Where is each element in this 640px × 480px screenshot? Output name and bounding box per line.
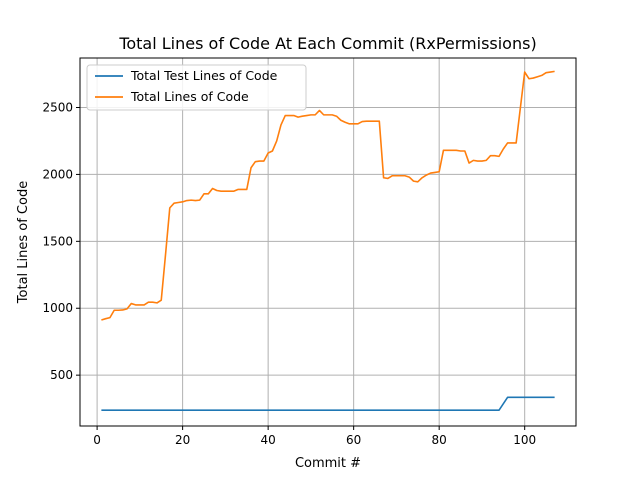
legend: Total Test Lines of Code Total Lines of C… <box>86 64 307 111</box>
series-line-1 <box>101 70 555 321</box>
x-tick-label: 0 <box>93 433 101 447</box>
plot-frame <box>79 57 577 427</box>
x-tick-label: 60 <box>346 433 361 447</box>
y-tick-label: 2500 <box>42 101 73 115</box>
legend-label-1: Total Lines of Code <box>130 89 249 104</box>
y-tick-label: 1000 <box>42 301 73 315</box>
x-tick-label: 20 <box>175 433 190 447</box>
y-tick-label: 500 <box>50 368 73 382</box>
y-axis-label: Total Lines of Code <box>16 181 31 304</box>
x-axis-label: Commit # <box>295 456 361 471</box>
x-tick-label: 80 <box>432 433 447 447</box>
grid-lines <box>80 58 576 426</box>
x-tick-label: 100 <box>513 433 536 447</box>
chart-title: Total Lines of Code At Each Commit (RxPe… <box>118 34 536 53</box>
x-tick-label: 40 <box>260 433 275 447</box>
y-tick-label: 2000 <box>42 167 73 181</box>
series-lines <box>101 70 555 412</box>
y-tick-label: 1500 <box>42 234 73 248</box>
axis-ticks: 0 20 40 60 80 100 500 1000 1500 2000 2500 <box>42 101 536 447</box>
legend-box <box>86 64 307 111</box>
legend-label-0: Total Test Lines of Code <box>130 68 278 83</box>
series-line-0 <box>101 396 555 412</box>
